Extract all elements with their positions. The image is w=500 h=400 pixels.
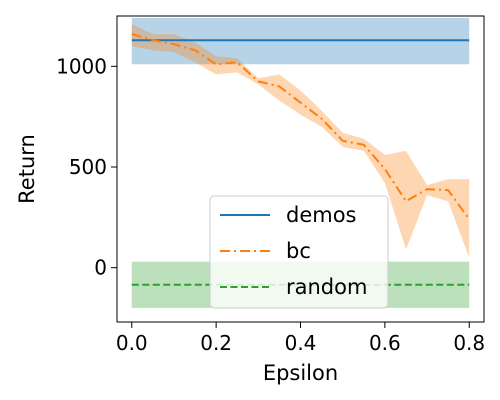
x-tick-label: 0.4 [285,331,317,355]
y-axis-ticks: 0 500 1000 [56,54,117,280]
x-tick-label: 0.2 [200,331,232,355]
legend-label-bc: bc [286,239,311,263]
legend-label-demos: demos [286,203,357,227]
y-axis-label: Return [15,134,39,204]
legend-label-random: random [286,275,367,299]
legend: demos bc random [209,195,389,309]
x-tick-label: 0.8 [453,331,485,355]
x-axis-label: Epsilon [263,361,338,385]
x-tick-label: 0.0 [116,331,148,355]
x-tick-label: 0.6 [369,331,401,355]
y-tick-label: 500 [69,155,107,179]
legend-box [209,195,389,309]
y-tick-label: 1000 [56,54,107,78]
y-tick-label: 0 [94,256,107,280]
x-axis-ticks: 0.0 0.2 0.4 0.6 0.8 [116,322,485,355]
series-line-bc [131,33,471,220]
band-bc [131,24,470,258]
